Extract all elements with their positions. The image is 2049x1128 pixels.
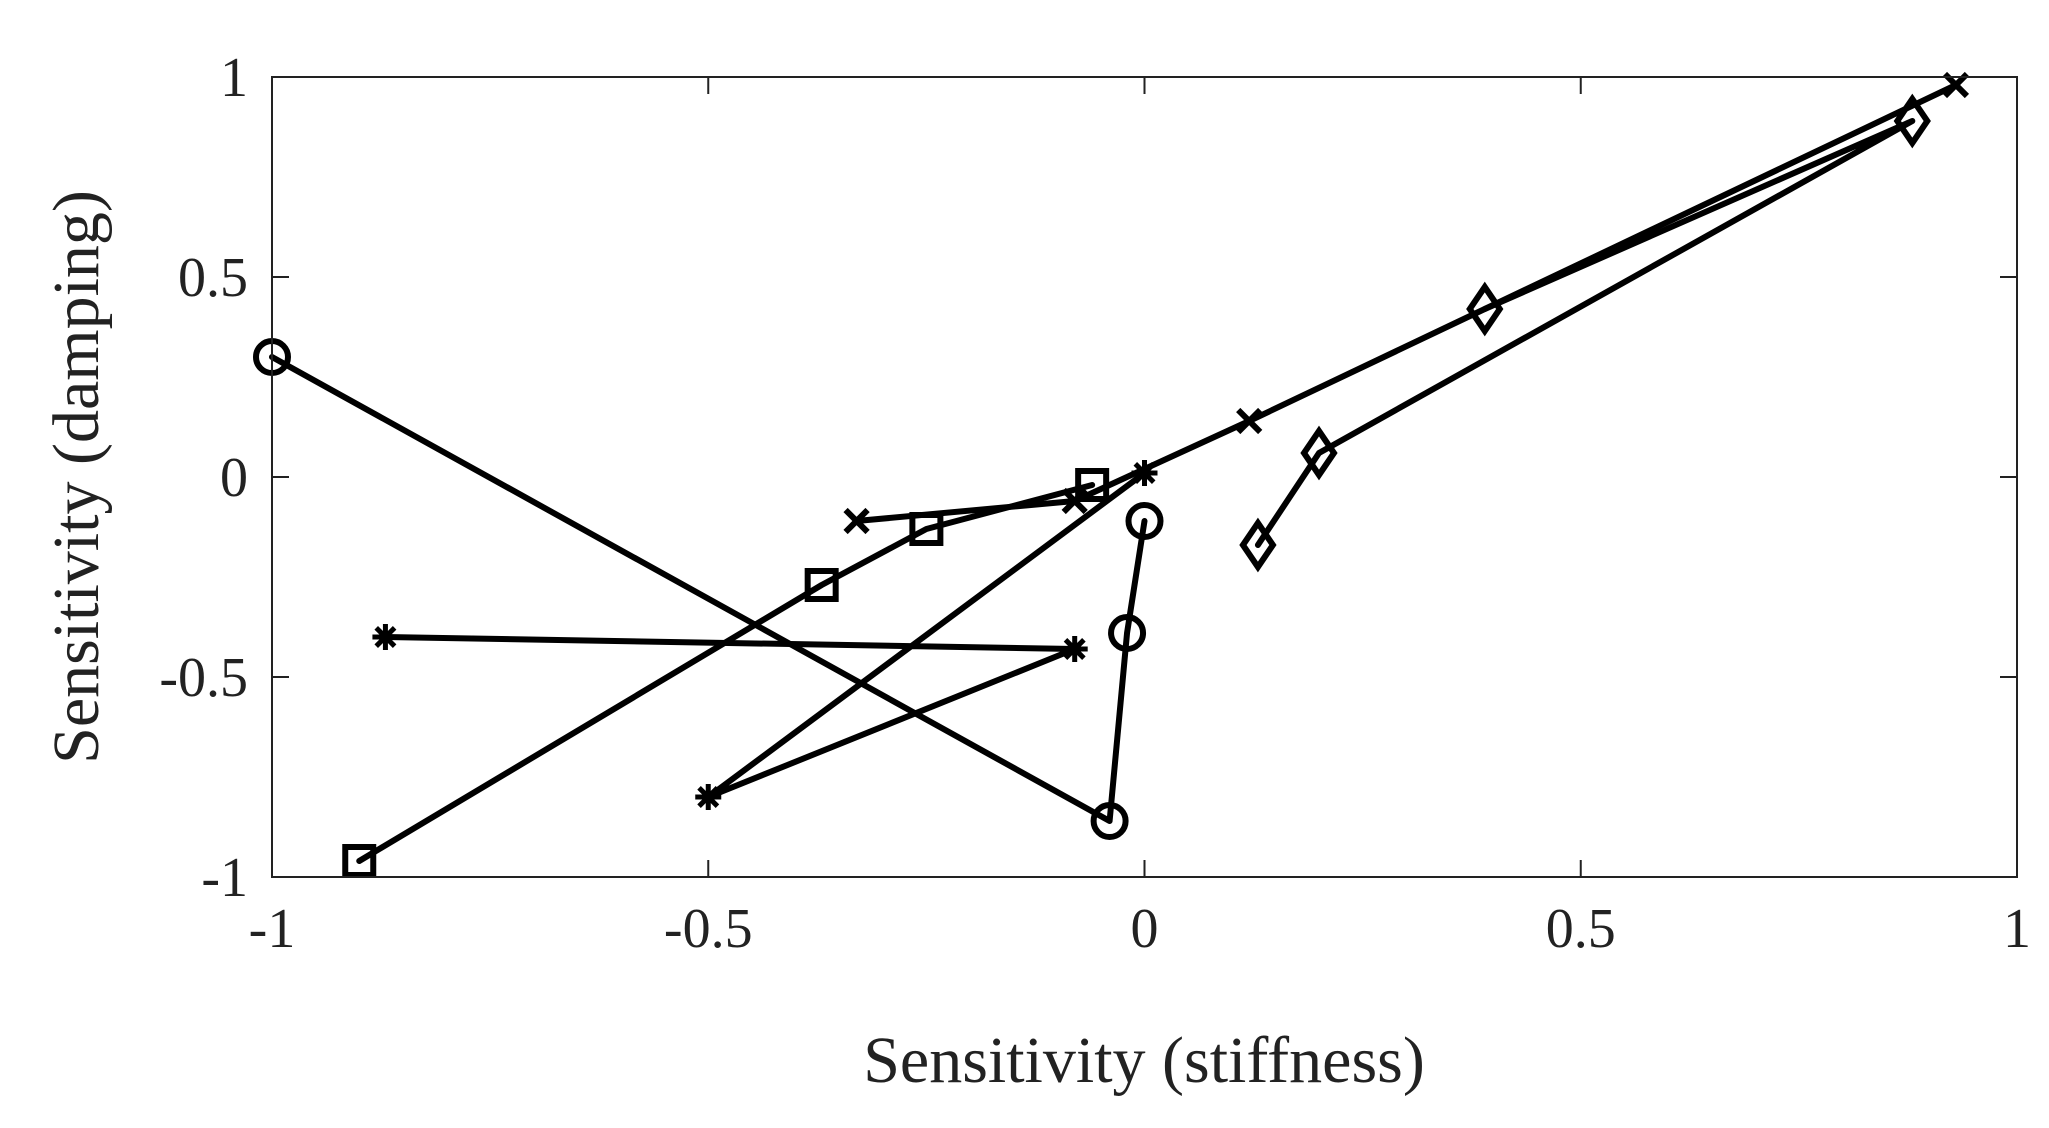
point-asterisk-1	[1061, 636, 1088, 662]
series-layer	[253, 71, 1970, 878]
series-line-cross	[853, 82, 1959, 524]
x-tick-label-2: 0	[1131, 898, 1159, 960]
point-circle-2	[1108, 614, 1147, 652]
series-line-circle	[269, 354, 1148, 824]
x-tick-label-4: 1	[2003, 898, 2031, 960]
point-cross-0	[843, 507, 870, 535]
point-asterisk-2	[695, 784, 722, 810]
point-diamond-1	[1300, 425, 1338, 481]
series-asterisk	[372, 460, 1158, 810]
point-asterisk-3	[1131, 460, 1158, 486]
y-tick-label-0: -1	[201, 847, 248, 909]
series-cross	[843, 71, 1970, 535]
point-circle-3	[1125, 502, 1164, 540]
point-diamond-2	[1893, 93, 1931, 149]
y-tick-label-2: 0	[220, 447, 248, 509]
x-tick-label-1: -0.5	[664, 898, 753, 960]
y-tick-label-3: 0.5	[178, 247, 248, 309]
point-circle-1	[1090, 802, 1129, 840]
point-cross-2	[1236, 407, 1263, 435]
series-line-asterisk	[382, 470, 1148, 800]
series-diamond	[1239, 93, 1931, 573]
point-cross-1	[1061, 487, 1088, 515]
point-square-1	[804, 568, 839, 602]
x-tick-label-3: 0.5	[1546, 898, 1616, 960]
y-tick-label-4: 1	[220, 47, 248, 109]
point-diamond-3	[1466, 281, 1504, 337]
y-tick-labels: -1 -0.5 0 0.5 1	[159, 47, 248, 909]
x-axis-title: Sensitivity (stiffness)	[863, 1024, 1425, 1097]
y-tick-label-1: -0.5	[159, 647, 248, 709]
point-asterisk-0	[372, 624, 399, 650]
x-tick-labels: -1 -0.5 0 0.5 1	[249, 898, 2031, 960]
y-axis-title: Sensitivity (damping)	[40, 190, 113, 764]
point-diamond-0	[1239, 517, 1277, 573]
plot-frame	[271, 76, 2018, 878]
series-line-diamond	[1254, 118, 1916, 548]
x-tick-label-0: -1	[249, 898, 296, 960]
point-square-0	[342, 844, 377, 878]
